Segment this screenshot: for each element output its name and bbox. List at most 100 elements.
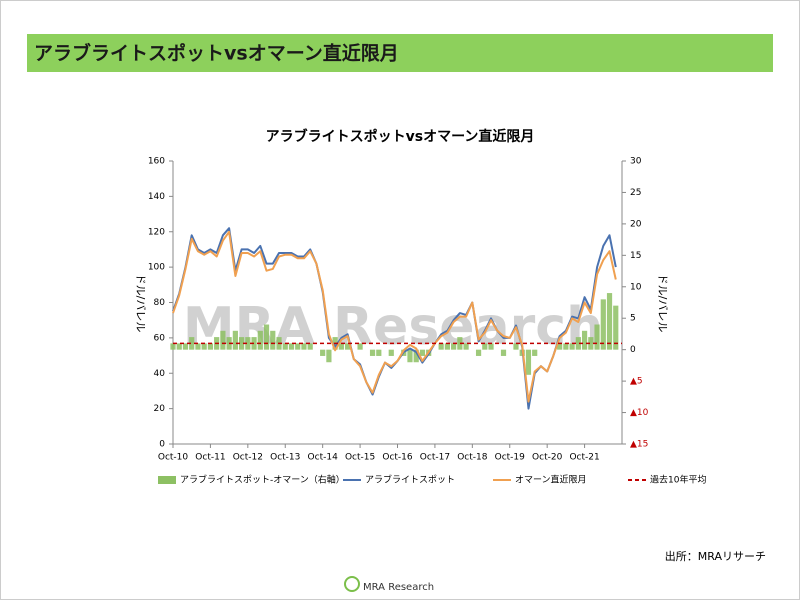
y2-tick-label: 10 bbox=[630, 282, 642, 292]
spread-bar bbox=[407, 349, 413, 363]
x-tick-label: Oct-16 bbox=[382, 453, 413, 463]
y-tick-label: 60 bbox=[154, 333, 166, 343]
spread-bar bbox=[444, 343, 450, 350]
spread-bar bbox=[288, 343, 295, 350]
spread-bar bbox=[525, 349, 532, 375]
x-tick-label: Oct-10 bbox=[158, 453, 189, 463]
header-title: アラブライトスポットvsオマーン直近限月 bbox=[34, 42, 399, 65]
spread-bar bbox=[588, 337, 594, 350]
y-tick-label: 140 bbox=[148, 192, 165, 202]
spread-bar bbox=[195, 343, 201, 350]
spread-bar bbox=[270, 330, 276, 350]
spread-bar bbox=[282, 343, 288, 350]
spread-bar bbox=[220, 330, 226, 350]
header-bar bbox=[27, 34, 773, 72]
legend-swatch bbox=[158, 476, 176, 484]
x-tick-label: Oct-15 bbox=[345, 453, 375, 463]
spread-bar bbox=[438, 343, 444, 350]
y-tick-label: 120 bbox=[148, 227, 165, 237]
x-tick-label: Oct-14 bbox=[308, 453, 339, 463]
spread-bar bbox=[251, 337, 257, 350]
spread-bar bbox=[320, 349, 326, 356]
spread-bar bbox=[301, 343, 307, 350]
spread-bar bbox=[451, 343, 457, 350]
spread-bar bbox=[419, 349, 426, 356]
y-tick-label: 100 bbox=[148, 263, 165, 273]
y2-tick-label: ▲10 bbox=[630, 408, 649, 418]
spread-bar bbox=[263, 324, 270, 350]
spread-bar bbox=[613, 305, 619, 350]
y-tick-label: 0 bbox=[159, 440, 165, 450]
spread-bar bbox=[307, 343, 313, 350]
spread-bar bbox=[170, 343, 176, 350]
x-tick-label: Oct-19 bbox=[495, 453, 526, 463]
spread-bar bbox=[369, 349, 376, 356]
y2-tick-label: ▲15 bbox=[630, 440, 648, 450]
spread-bar bbox=[232, 330, 238, 350]
y-tick-label: 80 bbox=[154, 298, 166, 308]
spread-bar bbox=[606, 293, 613, 350]
y-tick-label: 20 bbox=[154, 404, 166, 414]
spread-bar bbox=[513, 343, 519, 350]
spread-bar bbox=[207, 343, 214, 350]
logo-icon bbox=[344, 576, 360, 592]
spread-bar bbox=[594, 324, 600, 350]
spread-bar bbox=[575, 337, 581, 350]
spread-bar bbox=[581, 330, 588, 350]
y2-tick-label: 25 bbox=[630, 188, 641, 198]
y2-tick-label: 20 bbox=[630, 219, 642, 229]
spread-bar bbox=[600, 299, 606, 350]
spread-bar bbox=[532, 349, 538, 356]
legend-label: アラブライトスポット-オマーン（右軸） bbox=[180, 474, 345, 486]
spread-bar bbox=[388, 349, 394, 356]
y-tick-label: 40 bbox=[154, 369, 166, 379]
x-tick-label: Oct-18 bbox=[457, 453, 488, 463]
spread-bar bbox=[463, 343, 469, 350]
spread-bar bbox=[176, 343, 182, 350]
chart-title: アラブライトスポットvsオマーン直近限月 bbox=[266, 128, 535, 145]
spread-bar bbox=[189, 337, 195, 350]
spread-bar bbox=[482, 343, 488, 350]
legend-label: 過去10年平均 bbox=[650, 474, 706, 486]
y2-axis-label: ドル/バレル bbox=[656, 274, 669, 333]
y-axis-label: ドル/バレル bbox=[134, 274, 147, 333]
logo-text: MRA Research bbox=[363, 582, 434, 593]
y2-tick-label: 0 bbox=[630, 345, 636, 355]
spread-bar bbox=[557, 343, 563, 350]
spread-bar bbox=[413, 349, 419, 363]
price-line bbox=[172, 230, 617, 403]
x-tick-label: Oct-17 bbox=[420, 453, 450, 463]
y2-tick-label: 15 bbox=[630, 251, 641, 261]
legend-label: アラブライトスポット bbox=[365, 474, 455, 486]
spread-bar bbox=[245, 337, 251, 350]
spread-bar bbox=[357, 343, 363, 350]
y2-tick-label: 30 bbox=[630, 157, 642, 167]
x-tick-label: Oct-13 bbox=[270, 453, 300, 463]
spread-bar bbox=[338, 343, 344, 350]
spread-bar bbox=[563, 343, 569, 350]
spread-bar bbox=[257, 330, 263, 350]
x-tick-label: Oct-12 bbox=[233, 453, 263, 463]
spread-bar bbox=[295, 343, 301, 350]
spread-bar bbox=[569, 343, 575, 350]
x-tick-label: Oct-21 bbox=[569, 453, 599, 463]
spread-bar bbox=[488, 343, 494, 350]
spread-bar bbox=[238, 337, 245, 350]
x-tick-label: Oct-20 bbox=[532, 453, 563, 463]
legend-label: オマーン直近限月 bbox=[515, 474, 587, 486]
spread-bar bbox=[345, 343, 351, 350]
y-tick-label: 160 bbox=[148, 157, 165, 167]
spread-bar bbox=[500, 349, 507, 356]
x-tick-label: Oct-11 bbox=[195, 453, 225, 463]
spread-bar bbox=[326, 349, 332, 363]
y2-tick-label: ▲5 bbox=[630, 377, 643, 387]
spread-bar bbox=[457, 337, 463, 350]
source: 出所：MRAリサーチ bbox=[665, 549, 766, 563]
spread-bar bbox=[475, 349, 482, 356]
y2-tick-label: 5 bbox=[630, 314, 636, 324]
spread-bar bbox=[376, 349, 382, 356]
spread-bar bbox=[182, 343, 189, 350]
spread-bar bbox=[201, 343, 207, 350]
